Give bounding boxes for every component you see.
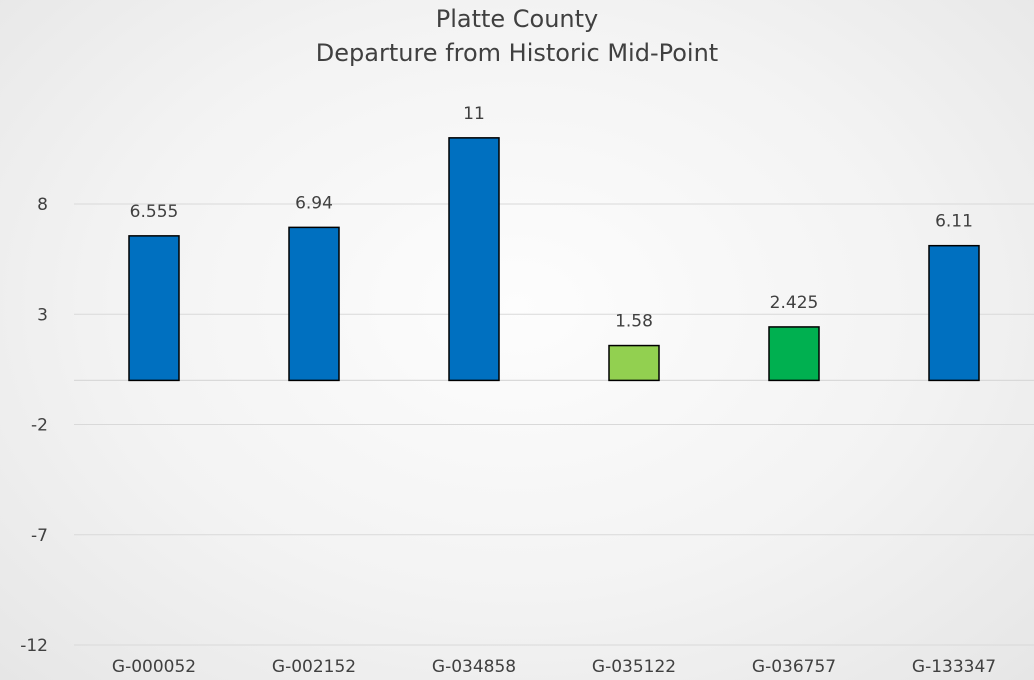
bar xyxy=(768,326,820,382)
data-label: 6.555 xyxy=(130,202,179,222)
bar xyxy=(448,137,500,382)
data-label: 6.94 xyxy=(295,193,333,213)
bar xyxy=(928,244,980,382)
bar xyxy=(608,344,660,382)
bar xyxy=(288,226,340,382)
data-label: 6.11 xyxy=(935,212,973,232)
y-tick-label: -7 xyxy=(31,526,48,546)
x-tick-label: G-002152 xyxy=(272,657,356,677)
x-tick-label: G-034858 xyxy=(432,657,516,677)
data-label: 2.425 xyxy=(770,293,819,313)
y-tick-label: -12 xyxy=(20,636,48,656)
x-tick-label: G-000052 xyxy=(112,657,196,677)
chart-title: Platte County xyxy=(435,5,599,33)
bar xyxy=(128,235,180,382)
data-label: 1.58 xyxy=(615,312,653,332)
y-tick-label: 3 xyxy=(37,305,48,325)
x-tick-label: G-133347 xyxy=(912,657,996,677)
y-tick-label: 8 xyxy=(37,195,48,215)
x-tick-label: G-036757 xyxy=(752,657,836,677)
x-tick-label: G-035122 xyxy=(592,657,676,677)
y-tick-label: -2 xyxy=(31,416,48,436)
chart-subtitle: Departure from Historic Mid-Point xyxy=(315,39,719,67)
data-label: 11 xyxy=(463,104,485,124)
